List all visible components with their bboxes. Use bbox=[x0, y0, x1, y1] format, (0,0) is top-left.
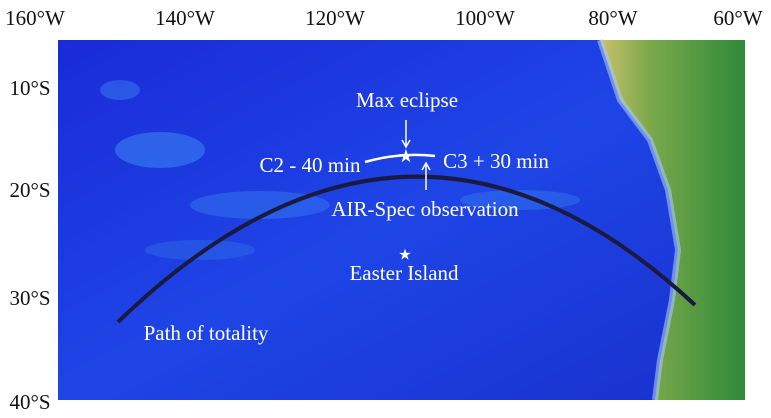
lat-label: 10°S bbox=[9, 76, 50, 100]
lon-label: 60°W bbox=[713, 6, 762, 30]
lon-label: 120°W bbox=[305, 6, 365, 30]
annotation: Max eclipse bbox=[356, 88, 458, 112]
star: ★ bbox=[398, 146, 414, 166]
lon-label: 80°W bbox=[588, 6, 637, 30]
annotation: C3 + 30 min bbox=[443, 149, 549, 173]
lat-label: 40°S bbox=[9, 390, 50, 414]
lat-label: 30°S bbox=[9, 286, 50, 310]
map: ★ ★ Max eclipse C2 - 40 min C3 + 30 min … bbox=[0, 0, 771, 418]
lat-label: 20°S bbox=[9, 178, 50, 202]
page: ★ ★ Max eclipse C2 - 40 min C3 + 30 min … bbox=[0, 0, 771, 418]
annotation: C2 - 40 min bbox=[260, 153, 361, 177]
lon-label: 160°W bbox=[5, 6, 65, 30]
annotation: Easter Island bbox=[349, 261, 459, 285]
lon-label: 140°W bbox=[155, 6, 215, 30]
lon-label: 100°W bbox=[455, 6, 515, 30]
annotation: AIR-Spec observation bbox=[331, 197, 519, 221]
annotation: Path of totality bbox=[144, 321, 269, 345]
